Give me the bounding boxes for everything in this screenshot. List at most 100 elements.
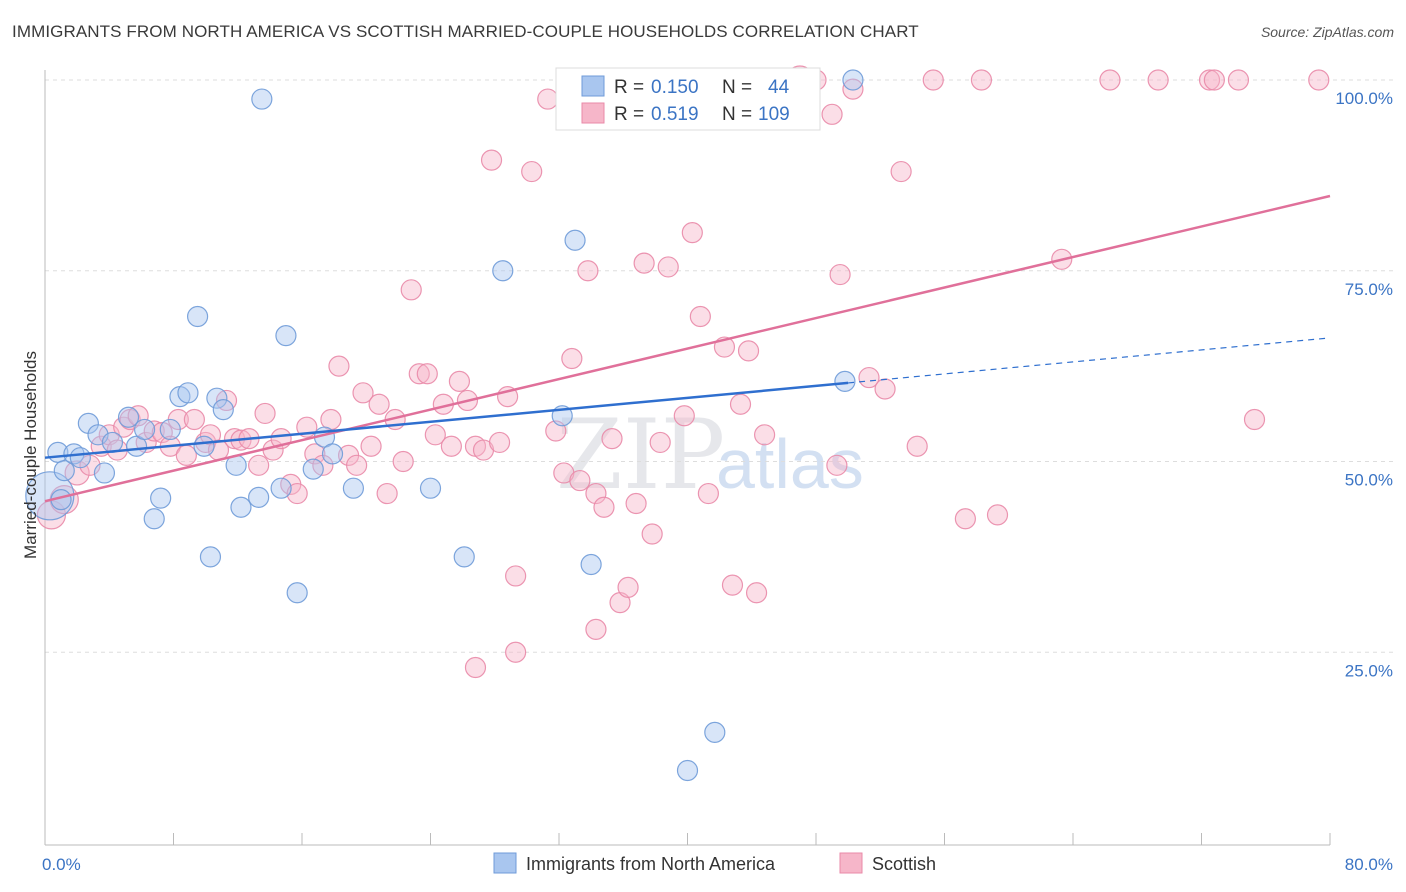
legend-r-value-pink: 0.519: [651, 104, 699, 125]
y-tick-labels: 25.0% 50.0% 75.0% 100.0%: [1335, 89, 1393, 680]
x-tick-label-max: 80.0%: [1345, 855, 1393, 874]
scottish-point: [569, 469, 591, 492]
immigrants-point: [492, 260, 514, 282]
scottish-point: [721, 574, 744, 596]
immigrants-point: [342, 477, 364, 499]
scottish-point: [625, 492, 647, 515]
scottish-point: [408, 363, 430, 385]
scottish-point: [633, 252, 655, 274]
scottish-point: [577, 260, 599, 282]
scottish-point: [601, 428, 623, 450]
immigrants-point: [453, 546, 475, 568]
scottish-point: [376, 482, 398, 505]
immigrants-point: [212, 399, 234, 421]
immigrants-point: [251, 88, 273, 110]
scottish-point: [151, 421, 173, 444]
scottish-point: [617, 576, 639, 598]
immigrants-point: [419, 477, 442, 499]
immigrants-point: [230, 496, 252, 518]
series-legend-label-pink: Scottish: [872, 854, 936, 874]
watermark-zip: ZIP: [556, 399, 725, 511]
scottish-point: [922, 69, 944, 91]
immigrants-point: [101, 431, 124, 454]
y-tick-label: 50.0%: [1345, 471, 1393, 490]
scottish-point: [480, 149, 503, 171]
scottish-point: [829, 263, 851, 286]
scottish-point: [346, 454, 368, 476]
scottish-point: [183, 408, 205, 431]
scottish-point: [874, 378, 896, 400]
scottish-point: [753, 424, 776, 446]
scottish-point: [505, 565, 527, 587]
immigrants-point: [177, 382, 199, 404]
scottish-point: [440, 435, 462, 457]
scottish-point: [368, 393, 390, 415]
immigrants-point: [133, 418, 156, 441]
immigrants-point: [69, 447, 91, 469]
series-legend: Immigrants from North America Scottish: [493, 852, 936, 874]
scottish-point: [729, 393, 752, 415]
legend-r-label-blue: R =: [614, 77, 644, 98]
scottish-point: [673, 405, 695, 427]
immigrants-point: [206, 387, 228, 409]
immigrants-point: [676, 759, 699, 782]
immigrants-trend-line: [44, 381, 849, 459]
scottish-point: [248, 454, 270, 476]
scottish-point: [1099, 69, 1121, 91]
scottish-point: [521, 160, 543, 183]
scottish-point: [360, 435, 382, 457]
immigrants-point: [275, 325, 297, 347]
immigrants-point: [286, 582, 308, 604]
immigrants-points: [25, 69, 864, 782]
scottish-point: [352, 382, 374, 404]
immigrants-point: [704, 721, 726, 743]
scottish-point: [585, 618, 607, 640]
scottish-point: [657, 256, 679, 278]
scottish-point: [826, 454, 848, 476]
scottish-point: [448, 370, 471, 392]
immigrants-point: [834, 370, 856, 392]
immigrants-point: [580, 553, 602, 576]
legend-r-label-pink: R =: [614, 104, 644, 125]
immigrants-point: [143, 508, 165, 530]
legend-n-value-pink: 109: [758, 104, 790, 125]
scottish-point: [681, 222, 703, 244]
immigrants-point: [564, 229, 586, 251]
scottish-point: [537, 88, 559, 110]
scottish-point: [1227, 69, 1250, 91]
scottish-point: [175, 444, 197, 466]
legend-swatch-pink: [581, 102, 605, 124]
scottish-point: [858, 366, 880, 389]
chart-title: IMMIGRANTS FROM NORTH AMERICA VS SCOTTIS…: [12, 22, 919, 41]
scottish-point: [286, 482, 308, 505]
immigrants-point: [53, 460, 75, 482]
immigrants-point: [270, 477, 292, 499]
legend-n-value-blue: 44: [768, 77, 790, 98]
immigrants-point: [150, 487, 172, 509]
legend-n-label-blue: N =: [722, 77, 752, 98]
scottish-point: [1147, 69, 1169, 91]
immigrants-trend-extension: [848, 337, 1331, 384]
immigrants-point: [159, 418, 181, 441]
legend-r-value-blue: 0.150: [651, 77, 699, 98]
scottish-point: [1198, 69, 1221, 91]
immigrants-point: [93, 462, 116, 484]
series-legend-swatch-pink: [839, 852, 863, 874]
y-tick-label: 100.0%: [1335, 89, 1393, 108]
scottish-point: [1308, 69, 1330, 91]
scottish-point: [689, 305, 711, 328]
scottish-point: [1203, 69, 1225, 91]
immigrants-point: [193, 435, 215, 457]
stats-legend: R = 0.150 N = 44 R = 0.519 N = 109: [555, 67, 821, 131]
y-axis-label: Married-couple Households: [21, 351, 40, 559]
y-tick-label: 75.0%: [1345, 280, 1393, 299]
scottish-point: [1243, 408, 1266, 431]
scottish-point: [464, 656, 487, 679]
immigrants-point: [117, 406, 140, 428]
scottish-point: [745, 582, 768, 604]
watermark: ZIP atlas: [556, 399, 864, 511]
legend-swatch-blue: [581, 75, 605, 97]
x-tick-label-min: 0.0%: [42, 855, 81, 874]
immigrants-point: [25, 471, 75, 521]
